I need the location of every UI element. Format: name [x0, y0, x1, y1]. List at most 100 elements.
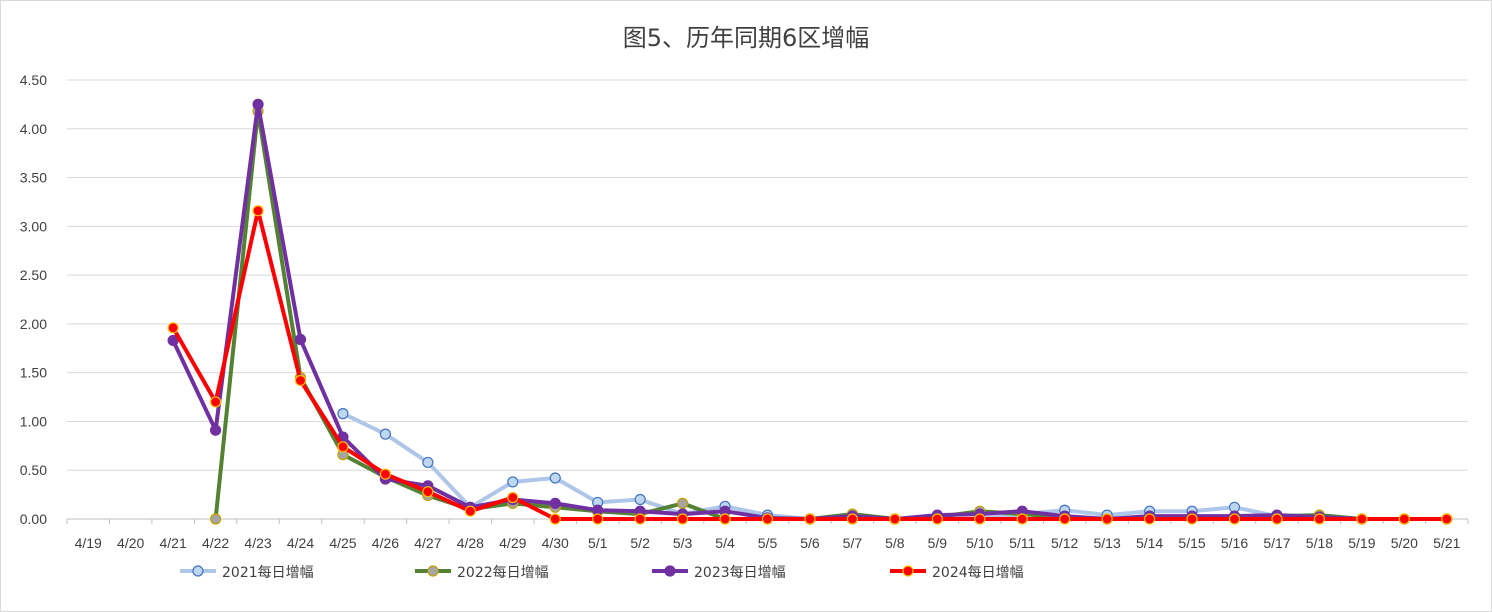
x-tick-label: 4/30 [542, 535, 569, 551]
x-tick-label: 4/25 [329, 535, 356, 551]
series-line [171, 102, 1449, 521]
series-line [213, 109, 1449, 521]
x-tick-label: 4/19 [75, 535, 102, 551]
data-point [1186, 513, 1198, 525]
legend-marker [192, 565, 204, 577]
y-tick-label: 3.50 [20, 170, 47, 186]
legend-item: 2024每日增幅 [890, 565, 1024, 581]
data-point [209, 396, 222, 408]
y-tick-label: 3.00 [20, 218, 47, 234]
y-tick-label: 0.50 [20, 462, 47, 478]
legend-marker [427, 565, 439, 577]
data-point [1016, 513, 1028, 525]
x-tick-label: 4/28 [457, 535, 484, 551]
x-tick-label: 5/18 [1306, 535, 1333, 551]
x-tick-label: 5/8 [885, 535, 905, 551]
y-tick-label: 4.00 [20, 121, 47, 137]
x-tick-label: 5/1 [588, 535, 608, 551]
data-point [379, 428, 392, 440]
x-axis-labels: 4/19 4/20 4/21 4/22 4/23 4/24 4/25 4/26 4/27 4/28… [66, 519, 1469, 551]
data-point [464, 505, 476, 517]
data-point [676, 497, 689, 509]
x-tick-label: 5/11 [1009, 535, 1035, 551]
data-point [1228, 513, 1241, 525]
data-point [549, 472, 561, 484]
y-tick-label: 1.50 [20, 365, 47, 381]
data-point [1441, 513, 1453, 525]
data-point [931, 513, 943, 525]
x-tick-label: 4/23 [244, 535, 271, 551]
data-point [592, 513, 604, 525]
data-point [719, 513, 731, 525]
x-tick-label: 5/21 [1433, 535, 1460, 551]
legend-label: 2021每日增幅 [222, 565, 314, 581]
x-tick-label: 5/16 [1221, 535, 1248, 551]
x-tick-label: 5/10 [966, 535, 993, 551]
data-point [1101, 513, 1113, 525]
data-point [549, 513, 561, 525]
x-tick-label: 4/27 [414, 535, 441, 551]
y-tick-label: 2.00 [20, 316, 47, 332]
data-point [209, 424, 222, 436]
data-point [761, 513, 774, 525]
data-point [422, 456, 434, 469]
data-point [1356, 513, 1368, 525]
x-tick-label: 5/13 [1094, 535, 1121, 551]
x-tick-label: 4/22 [202, 535, 229, 551]
legend: 2021每日增幅 2022每日增幅 2023每日增幅 2024每日增幅 [180, 565, 1024, 581]
data-point [1143, 513, 1156, 525]
chart-title: 图5、历年同期6区增幅 [622, 24, 870, 52]
data-point [804, 513, 816, 525]
data-point [1313, 513, 1326, 525]
x-tick-label: 5/5 [758, 535, 778, 551]
x-tick-label: 5/7 [843, 535, 863, 551]
series-3 [167, 205, 1453, 525]
x-tick-label: 5/9 [928, 535, 948, 551]
x-tick-label: 4/26 [372, 535, 399, 551]
data-point [1059, 513, 1071, 525]
legend-label: 2022每日增幅 [457, 565, 549, 581]
series-0 [337, 408, 1453, 525]
grid-lines [67, 79, 1468, 520]
y-tick-label: 4.50 [20, 72, 47, 88]
x-tick-label: 4/29 [499, 535, 526, 551]
x-tick-label: 5/3 [673, 535, 693, 551]
x-tick-label: 5/14 [1136, 535, 1163, 551]
data-point [167, 322, 179, 334]
y-axis-labels: 0.00 0.50 1.00 1.50 2.00 2.50 3.00 3.50 4.00 4.50 [20, 72, 47, 527]
data-point [676, 513, 689, 525]
legend-label: 2023每日增幅 [694, 565, 786, 581]
data-point [337, 441, 349, 453]
data-point [507, 491, 519, 504]
data-point [889, 513, 901, 525]
legend-item: 2022每日增幅 [415, 565, 549, 581]
data-point [422, 486, 434, 498]
legend-label: 2024每日增幅 [932, 565, 1024, 581]
data-point [379, 468, 392, 480]
series-1 [209, 105, 1453, 525]
legend-item: 2021每日增幅 [180, 565, 314, 581]
legend-marker [664, 565, 676, 577]
y-tick-label: 2.50 [20, 267, 47, 283]
x-tick-label: 5/15 [1178, 535, 1205, 551]
data-point [549, 497, 561, 509]
series-line [171, 208, 1449, 521]
x-tick-label: 5/6 [800, 535, 820, 551]
data-point [252, 98, 264, 110]
data-point [209, 513, 222, 525]
x-tick-label: 4/20 [117, 535, 144, 551]
data-point [634, 493, 646, 506]
data-point [252, 205, 264, 217]
data-point [507, 476, 519, 488]
legend-marker [902, 565, 914, 577]
data-point [337, 408, 349, 420]
data-point [294, 333, 307, 346]
x-tick-label: 5/12 [1051, 535, 1078, 551]
x-tick-label: 5/17 [1263, 535, 1290, 551]
data-point [1271, 513, 1283, 525]
x-tick-label: 5/4 [715, 535, 735, 551]
x-tick-label: 5/19 [1348, 535, 1375, 551]
series-layer [167, 98, 1453, 525]
x-tick-label: 4/24 [287, 535, 314, 551]
